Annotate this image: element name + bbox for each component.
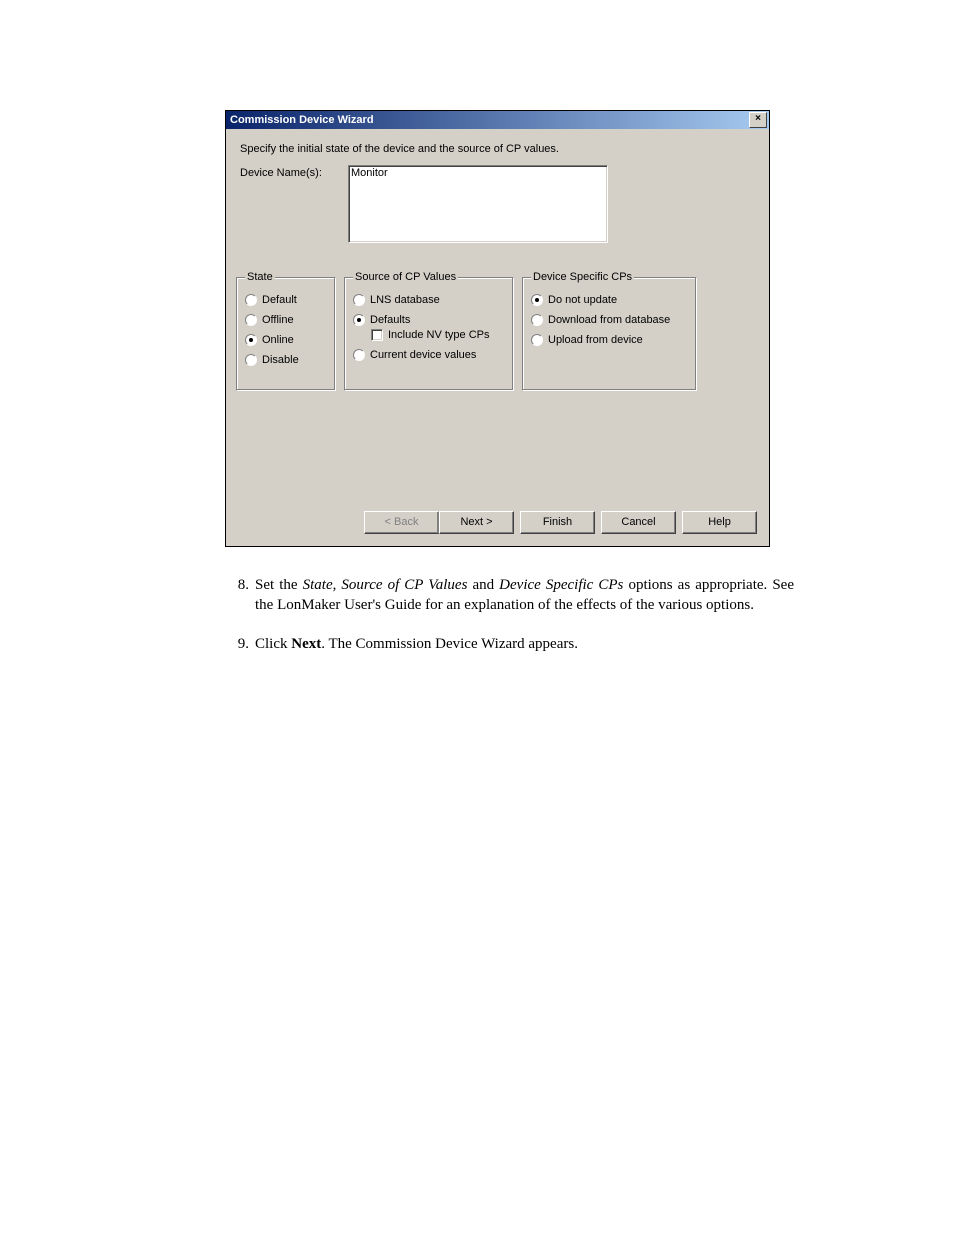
radio-icon — [531, 294, 543, 306]
state-option-label: Offline — [262, 314, 294, 326]
device-specific-legend: Device Specific CPs — [531, 271, 634, 283]
instruction-item: 8.Set the State, Source of CP Values and… — [225, 575, 794, 616]
device-specific-option-label: Download from database — [548, 314, 670, 326]
instruction-text: Set the State, Source of CP Values and D… — [255, 575, 794, 616]
instruction-number: 9. — [225, 634, 255, 654]
instruction-number: 8. — [225, 575, 255, 616]
group-boxes-row: State Default Offline Online Disable Source… — [236, 271, 759, 391]
title-bar: Commission Device Wizard × — [226, 111, 769, 129]
radio-icon — [531, 334, 543, 346]
close-icon[interactable]: × — [749, 112, 767, 128]
source-options-top: LNS database Defaults — [353, 294, 507, 326]
window-body: Specify the initial state of the device … — [226, 129, 769, 546]
window-title: Commission Device Wizard — [228, 114, 749, 126]
state-group: State Default Offline Online Disable — [236, 271, 336, 391]
state-option-label: Disable — [262, 354, 299, 366]
state-option-label: Default — [262, 294, 297, 306]
cancel-button[interactable]: Cancel — [601, 511, 676, 534]
radio-icon — [353, 294, 365, 306]
state-option[interactable]: Offline — [245, 314, 329, 326]
checkbox-icon — [371, 329, 383, 341]
wizard-window: Commission Device Wizard × Specify the i… — [225, 110, 770, 547]
radio-icon — [245, 314, 257, 326]
instruction-text: Click Next. The Commission Device Wizard… — [255, 634, 794, 654]
back-button: < Back — [364, 511, 439, 534]
device-name-label: Device Name(s): — [236, 165, 348, 179]
device-specific-option-label: Upload from device — [548, 334, 643, 346]
source-option-label: Current device values — [370, 349, 476, 361]
device-name-row: Device Name(s): Monitor — [236, 165, 759, 243]
device-specific-options: Do not update Download from database Uploa… — [531, 294, 690, 346]
device-specific-group: Device Specific CPs Do not update Downloa… — [522, 271, 697, 391]
instruction-item: 9.Click Next. The Commission Device Wiza… — [225, 634, 794, 654]
state-option-label: Online — [262, 334, 294, 346]
source-options-bottom: Current device values — [353, 349, 507, 361]
source-option-label: Defaults — [370, 314, 410, 326]
page: Commission Device Wizard × Specify the i… — [0, 0, 954, 1235]
source-option[interactable]: Current device values — [353, 349, 507, 361]
include-nv-checkbox[interactable]: Include NV type CPs — [371, 329, 507, 341]
device-specific-option[interactable]: Download from database — [531, 314, 690, 326]
source-option[interactable]: Defaults — [353, 314, 507, 326]
intro-text: Specify the initial state of the device … — [236, 143, 759, 155]
radio-icon — [245, 294, 257, 306]
source-option[interactable]: LNS database — [353, 294, 507, 306]
include-nv-label: Include NV type CPs — [388, 329, 490, 341]
device-specific-option-label: Do not update — [548, 294, 617, 306]
radio-icon — [245, 354, 257, 366]
source-group: Source of CP Values LNS database Defaults… — [344, 271, 514, 391]
device-specific-option[interactable]: Upload from device — [531, 334, 690, 346]
radio-icon — [353, 349, 365, 361]
state-options: Default Offline Online Disable — [245, 294, 329, 366]
state-option[interactable]: Default — [245, 294, 329, 306]
back-next-pair: < Back Next > — [364, 511, 514, 534]
next-button[interactable]: Next > — [439, 511, 514, 534]
state-option[interactable]: Online — [245, 334, 329, 346]
radio-icon — [245, 334, 257, 346]
radio-icon — [531, 314, 543, 326]
radio-icon — [353, 314, 365, 326]
state-option[interactable]: Disable — [245, 354, 329, 366]
finish-button[interactable]: Finish — [520, 511, 595, 534]
button-row: < Back Next > Finish Cancel Help — [236, 511, 759, 534]
device-specific-option[interactable]: Do not update — [531, 294, 690, 306]
device-name-item[interactable]: Monitor — [351, 167, 605, 179]
instruction-list: 8.Set the State, Source of CP Values and… — [225, 575, 794, 654]
help-button[interactable]: Help — [682, 511, 757, 534]
state-legend: State — [245, 271, 275, 283]
source-option-label: LNS database — [370, 294, 440, 306]
device-name-list[interactable]: Monitor — [348, 165, 608, 243]
source-legend: Source of CP Values — [353, 271, 458, 283]
